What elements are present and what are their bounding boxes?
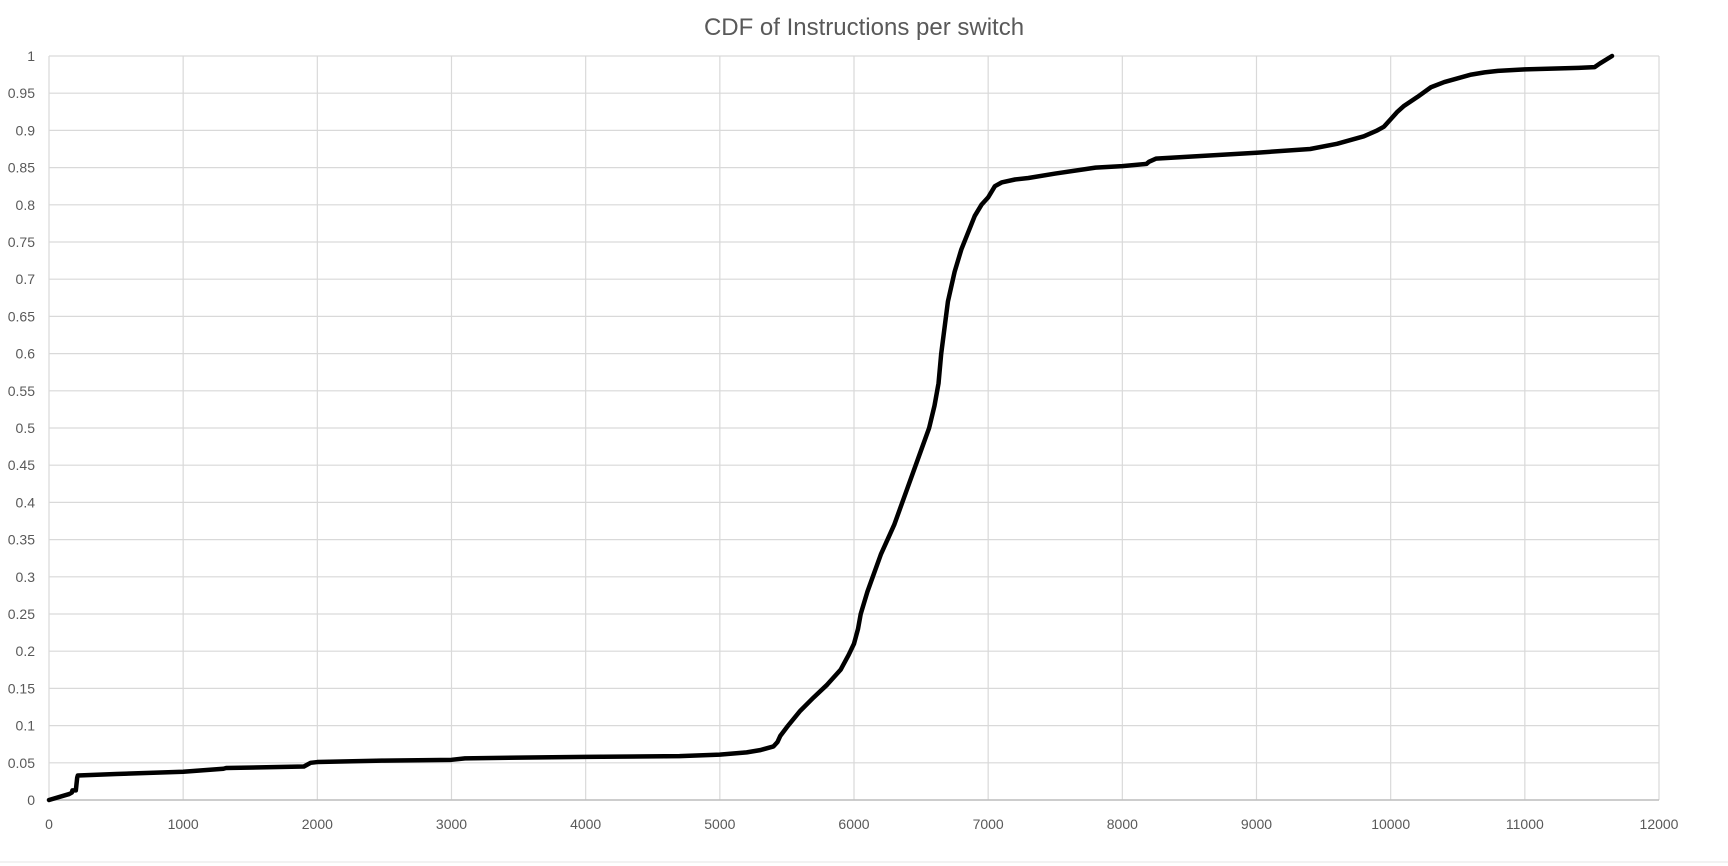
y-tick-label: 0.6 [16,346,36,362]
y-tick-label: 0.1 [16,718,36,734]
x-tick-label: 9000 [1241,816,1272,832]
series-layer [46,53,1615,803]
gridlines [48,55,1660,801]
y-tick-label: 0.7 [16,271,36,287]
y-tick-label: 0.55 [8,383,35,399]
y-tick-label: 0.95 [8,85,35,101]
y-tick-label: 0.4 [16,494,36,510]
y-tick-label: 0.75 [8,234,35,250]
x-tick-label: 6000 [838,816,869,832]
x-tick-label: 10000 [1371,816,1410,832]
y-tick-label: 0.25 [8,606,35,622]
y-tick-label: 0.2 [16,643,36,659]
y-tick-label: 0.9 [16,122,36,138]
x-tick-label: 2000 [302,816,333,832]
y-tick-label: 0.85 [8,160,35,176]
x-tick-label: 8000 [1107,816,1138,832]
x-tick-label: 0 [45,816,53,832]
y-tick-label: 0.8 [16,197,36,213]
y-tick-label: 0.05 [8,755,35,771]
y-tick-label: 0.15 [8,680,35,696]
x-tick-label: 3000 [436,816,467,832]
y-tick-label: 0 [27,792,35,808]
y-tick-label: 0.3 [16,569,36,585]
y-tick-label: 0.5 [16,420,36,436]
y-tick-label: 0.45 [8,457,35,473]
tick-labels: 0 0.05 0.1 0.15 0.2 0.25 0.3 0.35 0.4 0.45 0.5 0.55… [8,48,1679,832]
cdf-series-line [46,53,1615,803]
chart-title: CDF of Instructions per switch [703,14,1025,41]
x-tick-label: 12000 [1640,816,1679,832]
y-tick-label: 1 [27,48,35,64]
y-tick-label: 0.65 [8,308,35,324]
x-tick-label: 1000 [168,816,199,832]
x-tick-label: 7000 [973,816,1004,832]
x-tick-label: 5000 [704,816,735,832]
x-tick-label: 11000 [1506,816,1544,832]
axes [0,799,1728,863]
x-tick-label: 4000 [570,816,601,832]
y-tick-label: 0.35 [8,532,35,548]
